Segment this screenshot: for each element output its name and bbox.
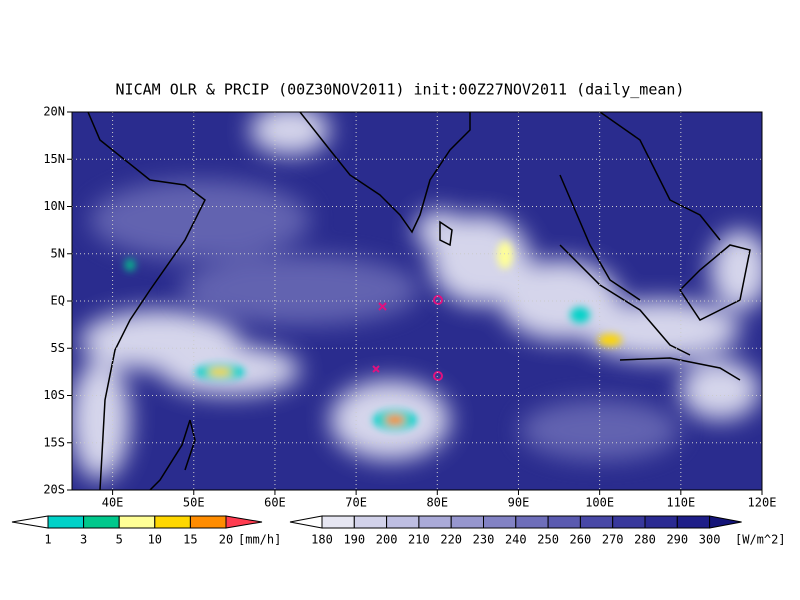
colorbar-unit: [W/m^2] — [735, 533, 786, 547]
colorbar-label: 5 — [116, 533, 123, 547]
x-tick-label: 90E — [508, 496, 530, 510]
colorbar-segment — [612, 515, 646, 529]
x-tick-label: 120E — [748, 496, 777, 510]
y-tick-label: EQ — [51, 294, 65, 308]
colorbar-label: 3 — [80, 533, 87, 547]
y-tick-label: 20N — [43, 105, 65, 119]
x-tick-label: 40E — [102, 496, 124, 510]
map-title: NICAM OLR & PRCIP (00Z30NOV2011) init:00… — [116, 81, 685, 99]
colorbar-segment — [189, 515, 227, 529]
colorbar-label: 1 — [44, 533, 51, 547]
x-tick-label: 70E — [345, 496, 367, 510]
colorbar-segment — [386, 515, 420, 529]
colorbar-label: 190 — [343, 533, 365, 547]
colorbar-end — [225, 515, 263, 529]
x-tick-label: 50E — [183, 496, 205, 510]
colorbar-segment — [450, 515, 485, 529]
colorbar-end — [289, 515, 323, 529]
y-tick-label: 5S — [51, 341, 65, 355]
colorbar-unit: [mm/h] — [238, 533, 281, 547]
x-tick-label: 80E — [426, 496, 448, 510]
colorbar-label: 200 — [376, 533, 398, 547]
colorbar-label: 280 — [634, 533, 656, 547]
colorbar-segment — [579, 515, 614, 529]
colorbar-segment — [321, 515, 355, 529]
colorbar-label: 210 — [408, 533, 430, 547]
x-tick-label: 100E — [585, 496, 614, 510]
colorbar-label: 15 — [183, 533, 197, 547]
y-tick-label: 10S — [43, 388, 65, 402]
y-tick-label: 10N — [43, 199, 65, 213]
colorbar-label: 220 — [440, 533, 462, 547]
y-tick-label: 20S — [43, 483, 65, 497]
x-tick-label: 60E — [264, 496, 286, 510]
colorbar-label: 240 — [505, 533, 527, 547]
colorbar-segment — [644, 515, 678, 529]
colorbar-label: 230 — [473, 533, 495, 547]
colorbar-segment — [154, 515, 191, 529]
colorbar-label: 20 — [219, 533, 233, 547]
map-field — [72, 112, 762, 490]
storm-markers — [372, 295, 443, 381]
colorbar-label: 250 — [537, 533, 559, 547]
colorbar-segment — [118, 515, 156, 529]
x-tick-label: 110E — [666, 496, 695, 510]
y-tick-label: 15S — [43, 435, 65, 449]
colorbar-end — [709, 515, 742, 529]
colorbar-label: 260 — [570, 533, 592, 547]
colorbar-segment — [83, 515, 120, 529]
y-tick-label: 5N — [51, 246, 65, 260]
colorbar-segment — [547, 515, 581, 529]
colorbar-label: 270 — [602, 533, 624, 547]
colorbar-segment — [418, 515, 452, 529]
colorbar-label: 180 — [311, 533, 333, 547]
y-tick-label: 15N — [43, 152, 65, 166]
colorbar-segment — [515, 515, 549, 529]
colorbar-end — [11, 515, 49, 529]
colorbar-segment — [676, 515, 711, 529]
colorbar-label: 10 — [148, 533, 162, 547]
colorbar-segment — [353, 515, 388, 529]
colorbar-label: 290 — [666, 533, 688, 547]
colorbar-label: 300 — [699, 533, 721, 547]
colorbar-segment — [483, 515, 517, 529]
colorbar-segment — [47, 515, 85, 529]
